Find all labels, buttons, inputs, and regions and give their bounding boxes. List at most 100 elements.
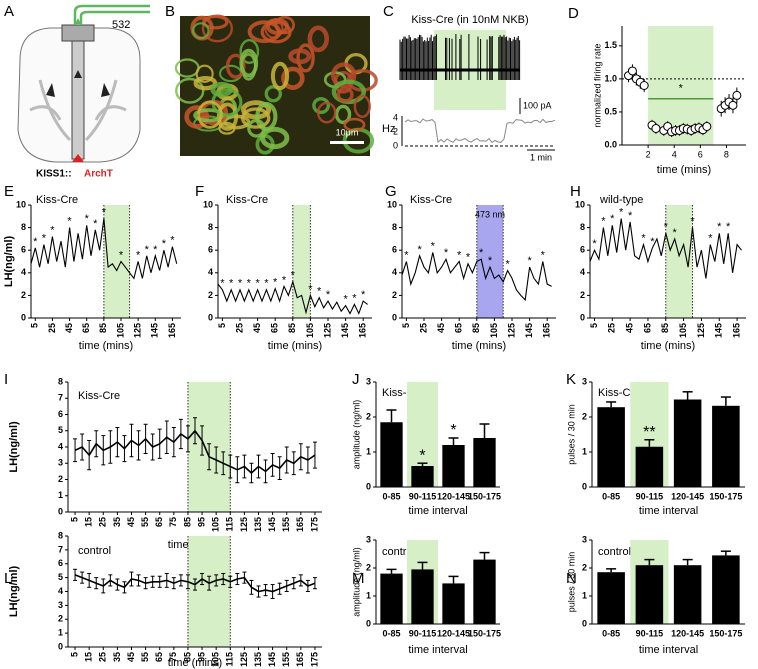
y-tick-label: 4 bbox=[208, 267, 213, 277]
x-axis-label: time (mins) bbox=[79, 340, 133, 352]
pulse-marker: * bbox=[326, 289, 331, 301]
cell bbox=[216, 102, 239, 131]
x-tick-label: 45 bbox=[126, 517, 136, 527]
pulse-marker: * bbox=[690, 216, 695, 228]
x-tick-label: 125 bbox=[506, 323, 516, 338]
x-tick-label: 65 bbox=[154, 652, 164, 662]
y-tick-label: 0.0 bbox=[604, 139, 617, 149]
y-axis-label: normalized firing rate bbox=[592, 43, 602, 127]
y-axis-label: LH(ng/ml) bbox=[8, 566, 20, 618]
cell bbox=[192, 22, 210, 40]
x-axis-label: time (mins) bbox=[168, 657, 222, 669]
pulse-marker: * bbox=[229, 278, 234, 290]
panel-letter: E bbox=[4, 183, 14, 200]
x-tick-label: 145 bbox=[714, 323, 724, 338]
y-tick-label: 0.5 bbox=[604, 106, 617, 116]
x-tick-label: 125 bbox=[133, 323, 143, 338]
y-tick-label: 1.5 bbox=[604, 40, 617, 50]
cell bbox=[239, 38, 260, 65]
pulse-marker: * bbox=[102, 206, 107, 218]
pulse-marker: * bbox=[641, 232, 646, 244]
x-tick-label: 150-175 bbox=[709, 628, 742, 638]
y-tick-label: 3 bbox=[582, 534, 587, 544]
y-tick-label: 4 bbox=[58, 586, 63, 596]
x-tick-label: 35 bbox=[112, 652, 122, 662]
y-tick-label: 0 bbox=[366, 618, 371, 628]
cell bbox=[343, 117, 366, 132]
cell bbox=[193, 75, 218, 91]
pulse-marker: * bbox=[479, 247, 484, 259]
pulse-marker: * bbox=[119, 249, 124, 261]
y-tick-label: 3 bbox=[58, 600, 63, 610]
pulse-marker: * bbox=[67, 216, 72, 228]
cell bbox=[264, 85, 282, 103]
y-axis-label: LH(ng/ml) bbox=[3, 236, 15, 288]
y-tick-label: 1.0 bbox=[604, 73, 617, 83]
y-tick-label: 4 bbox=[392, 267, 397, 277]
x-tick-label: 25 bbox=[47, 323, 57, 333]
pulse-marker: * bbox=[352, 292, 357, 304]
pulse-marker: * bbox=[417, 244, 422, 256]
x-tick-label: 150-175 bbox=[468, 491, 501, 501]
y-tick-label: 10 bbox=[16, 199, 26, 209]
y-tick-label: 8 bbox=[392, 222, 397, 232]
x-tick-label: 150-175 bbox=[709, 491, 742, 501]
y-tick-label: 10 bbox=[575, 199, 585, 209]
x-tick-label: 145 bbox=[524, 323, 534, 338]
x-tick-label: 2 bbox=[646, 149, 651, 159]
cell bbox=[316, 101, 337, 124]
panel-letter: H bbox=[570, 183, 581, 200]
pulse-marker: * bbox=[273, 277, 278, 289]
panel-letter: B bbox=[165, 3, 175, 20]
x-tick-label: 5 bbox=[30, 323, 40, 328]
x-tick-label: 165 bbox=[731, 323, 741, 338]
pulse-marker: * bbox=[85, 213, 90, 225]
data-point bbox=[627, 66, 637, 76]
brain-structure bbox=[29, 79, 127, 142]
chart-title: Kiss-Cre bbox=[410, 194, 452, 206]
cell bbox=[288, 48, 312, 65]
pulse-marker: * bbox=[343, 293, 348, 305]
x-tick-label: 120-145 bbox=[671, 628, 704, 638]
pulse-marker: * bbox=[162, 238, 167, 250]
pulse-marker: * bbox=[505, 258, 510, 270]
scale-label: 10μm bbox=[336, 127, 359, 137]
data-line bbox=[74, 574, 316, 593]
pulse-marker: * bbox=[153, 244, 158, 256]
pulse-marker: * bbox=[404, 249, 409, 261]
bar bbox=[380, 422, 403, 487]
x-tick-label: 0-85 bbox=[602, 628, 620, 638]
x-tick-label: 25 bbox=[607, 323, 617, 333]
x-axis-label: time (mins) bbox=[641, 340, 695, 352]
cell bbox=[225, 53, 246, 79]
x-tick-label: 115 bbox=[225, 652, 235, 667]
pulse-marker: * bbox=[238, 278, 243, 290]
pulse-marker: * bbox=[619, 206, 624, 218]
x-tick-label: 125 bbox=[696, 323, 706, 338]
significance: ** bbox=[643, 424, 655, 441]
cell bbox=[266, 18, 290, 35]
rate-unit: Hz bbox=[382, 123, 395, 135]
pulse-marker: * bbox=[317, 286, 322, 298]
opsin-label: ArchT bbox=[84, 169, 113, 180]
y-tick-label: 2 bbox=[580, 290, 585, 300]
x-axis-label: time (mins) bbox=[657, 164, 711, 176]
x-tick-label: 115 bbox=[225, 517, 235, 532]
y-tick-label: 7 bbox=[58, 393, 63, 403]
y-tick-label: 1 bbox=[58, 490, 63, 500]
marker bbox=[74, 70, 82, 78]
cell bbox=[247, 118, 266, 138]
x-tick-label: 55 bbox=[140, 517, 150, 527]
x-tick-label: 0-85 bbox=[602, 491, 620, 501]
x-tick-label: 145 bbox=[340, 323, 350, 338]
bar bbox=[712, 405, 740, 487]
pulse-marker: * bbox=[431, 240, 436, 252]
pulse-marker: * bbox=[42, 232, 47, 244]
cell bbox=[175, 77, 205, 104]
x-tick-label: 145 bbox=[267, 517, 277, 532]
scale-bar bbox=[330, 141, 364, 144]
